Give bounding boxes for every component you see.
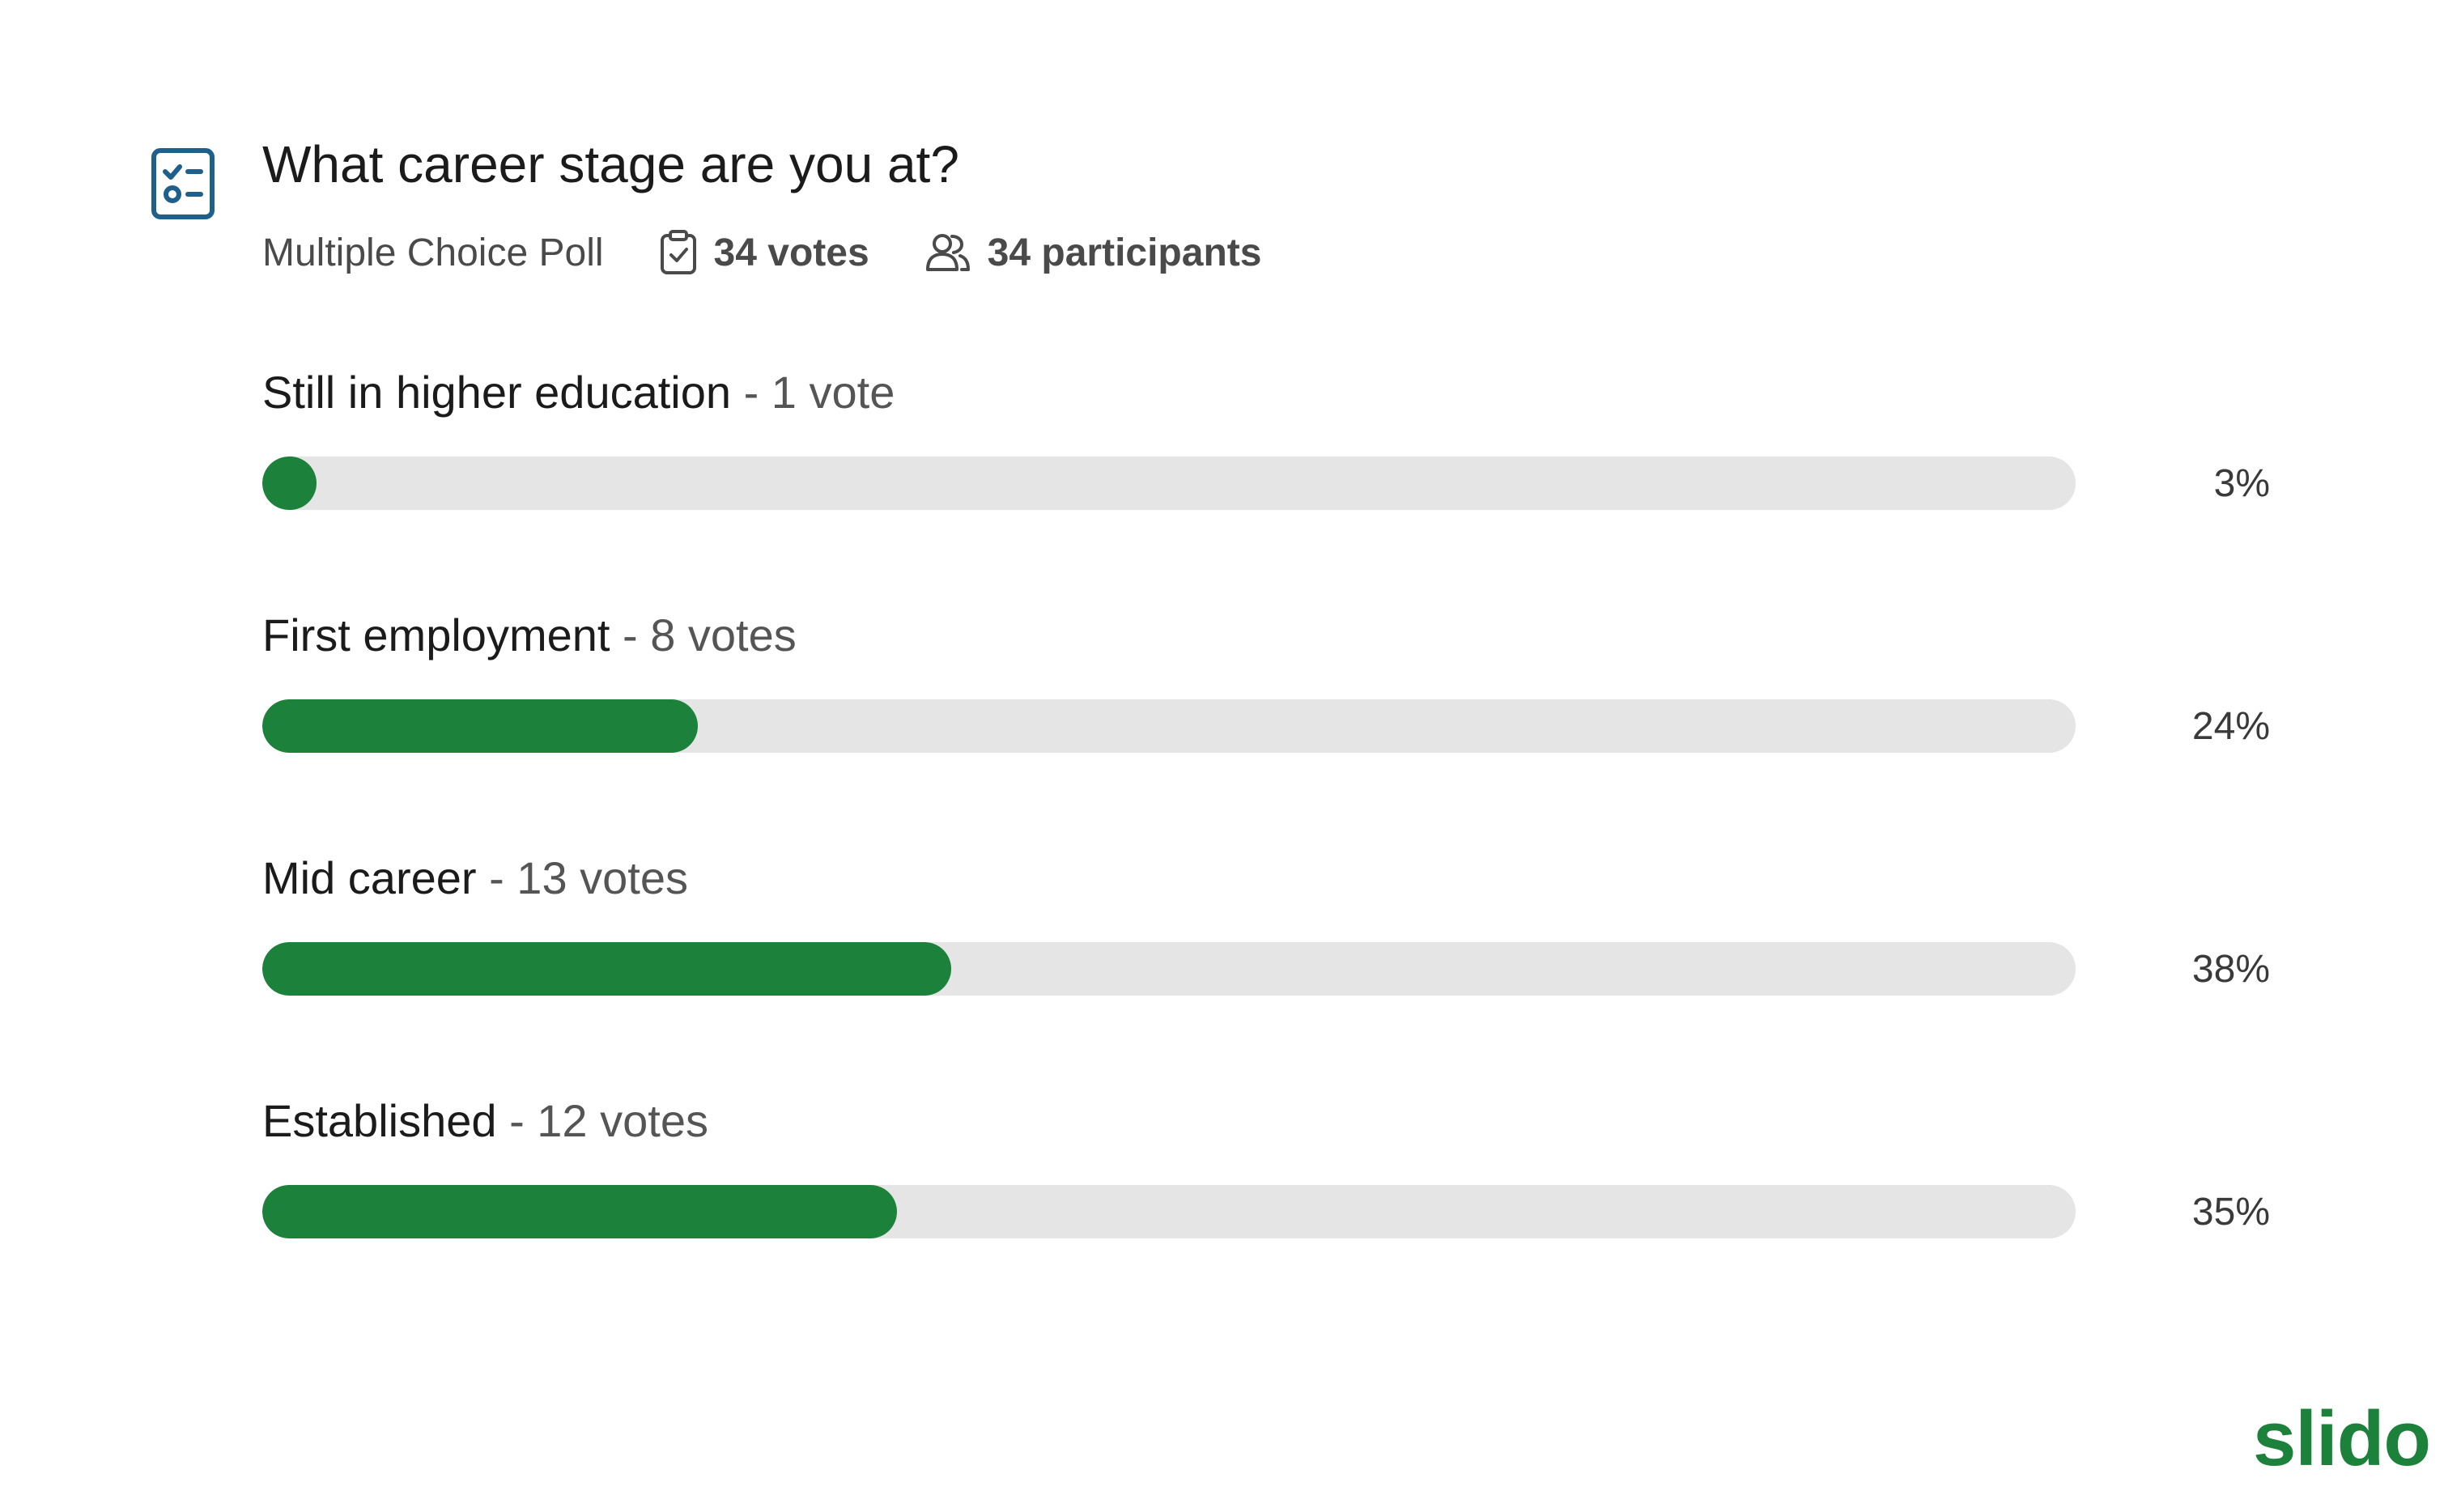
option-percent: 35%: [2191, 1191, 2270, 1234]
result-bar-fill: [262, 1185, 897, 1238]
poll-list-icon: [151, 147, 215, 220]
poll-option: Established - 12 votes 35%: [262, 1085, 2270, 1327]
option-votes: - 8 votes: [610, 609, 797, 660]
poll-question-title: What career stage are you at?: [262, 135, 959, 193]
poll-option: Still in higher education - 1 vote 3%: [262, 356, 2270, 599]
option-label: First employment - 8 votes: [262, 599, 797, 672]
participants-count: 34 participants: [987, 231, 1262, 274]
result-bar-track: [262, 457, 2076, 510]
clipboard-check-icon: [660, 230, 696, 274]
option-votes: - 13 votes: [476, 852, 688, 903]
votes-stat: 34 votes: [659, 229, 869, 276]
result-bar-fill: [262, 699, 698, 753]
poll-options: Still in higher education - 1 vote 3% Fi…: [262, 356, 2270, 1327]
option-name: Still in higher education: [262, 367, 732, 418]
option-label: Established - 12 votes: [262, 1085, 708, 1157]
option-percent: 38%: [2191, 948, 2270, 991]
option-name: First employment: [262, 609, 610, 660]
votes-count: 34 votes: [713, 231, 869, 274]
poll-meta: Multiple Choice Poll 34 votes 34 partici…: [262, 219, 1261, 287]
option-label: Mid career - 13 votes: [262, 842, 688, 915]
result-bar-track: [262, 1185, 2076, 1238]
participants-stat: 34 participants: [924, 231, 1262, 275]
result-bar-track: [262, 699, 2076, 753]
option-percent: 3%: [2213, 462, 2270, 505]
poll-option: First employment - 8 votes 24%: [262, 599, 2270, 842]
option-percent: 24%: [2191, 705, 2270, 748]
option-name: Mid career: [262, 852, 477, 903]
poll-option: Mid career - 13 votes 38%: [262, 842, 2270, 1085]
users-icon: [925, 234, 970, 271]
option-votes: - 12 votes: [496, 1095, 708, 1146]
result-bar-track: [262, 942, 2076, 996]
option-label: Still in higher education - 1 vote: [262, 356, 895, 429]
result-bar-fill: [262, 457, 317, 510]
option-votes: - 1 vote: [731, 367, 895, 418]
option-name: Established: [262, 1095, 497, 1146]
poll-type-label: Multiple Choice Poll: [262, 231, 604, 274]
result-bar-fill: [262, 942, 952, 996]
slido-logo: slido: [2252, 1395, 2431, 1482]
